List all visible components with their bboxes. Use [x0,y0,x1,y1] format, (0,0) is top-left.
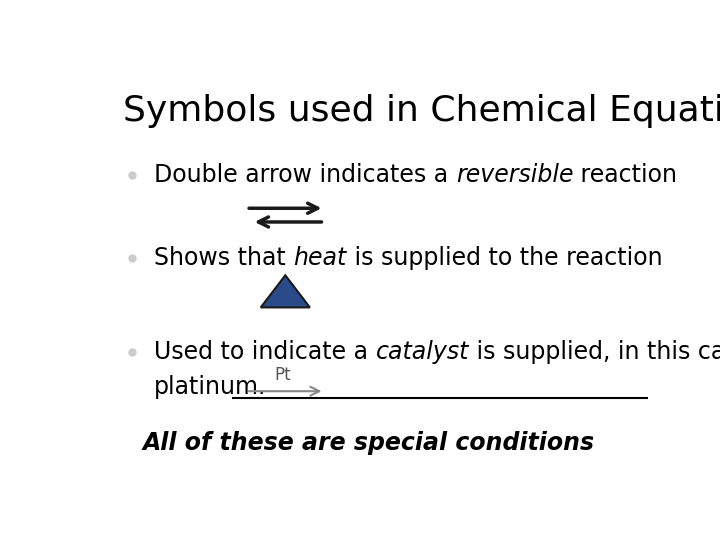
Text: heat: heat [294,246,346,270]
Text: is supplied to the reaction: is supplied to the reaction [346,246,662,270]
Text: reversible: reversible [456,163,573,187]
Text: catalyst: catalyst [376,340,469,364]
Text: Shows that: Shows that [154,246,294,270]
Text: Symbols used in Chemical Equations: Symbols used in Chemical Equations [124,94,720,128]
Text: is supplied, in this case,: is supplied, in this case, [469,340,720,364]
Text: Pt: Pt [274,367,291,384]
Text: Used to indicate a: Used to indicate a [154,340,376,364]
Text: Double arrow indicates a: Double arrow indicates a [154,163,456,187]
Text: All of these are special conditions: All of these are special conditions [143,431,595,455]
Text: reaction: reaction [573,163,678,187]
Polygon shape [261,275,310,307]
Text: platinum.: platinum. [154,375,266,399]
